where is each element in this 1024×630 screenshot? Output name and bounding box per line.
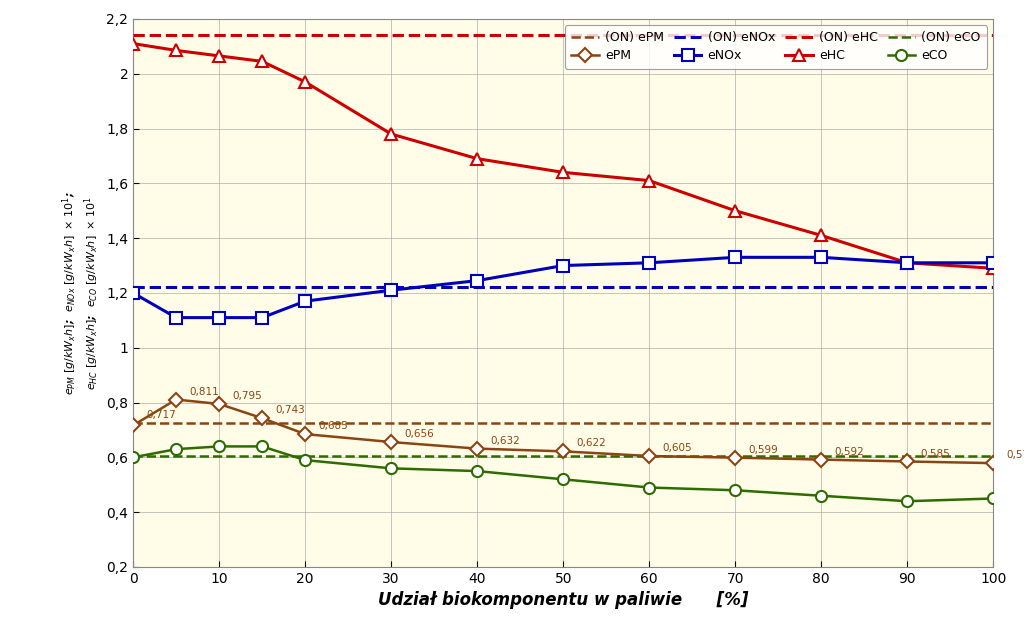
Text: 0,585: 0,585 <box>921 449 950 459</box>
Text: 0,717: 0,717 <box>146 411 176 420</box>
Text: 0,579: 0,579 <box>1007 450 1024 460</box>
Text: 0,656: 0,656 <box>404 429 434 439</box>
Text: 0,811: 0,811 <box>189 387 219 397</box>
Text: 0,632: 0,632 <box>490 436 520 445</box>
Text: 0,795: 0,795 <box>232 391 262 401</box>
Y-axis label: $e_{PM}\ \mathit{[g/kW_xh]}$;  $e_{NOx}\ \mathit{[g/kW_xh]}$$\ \times\,10^1$;
$e: $e_{PM}\ \mathit{[g/kW_xh]}$; $e_{NOx}\ … <box>60 191 100 395</box>
X-axis label: Udział biokomponentu w paliwie      [%]: Udział biokomponentu w paliwie [%] <box>378 592 749 609</box>
Text: 0,599: 0,599 <box>749 445 778 455</box>
Text: 0,622: 0,622 <box>577 438 606 449</box>
Text: 0,743: 0,743 <box>275 405 305 415</box>
Text: 0,605: 0,605 <box>663 443 692 453</box>
Legend: (ON) ePM, ePM, (ON) eNOx, eNOx, (ON) eHC, eHC, (ON) eCO, eCO: (ON) ePM, ePM, (ON) eNOx, eNOx, (ON) eHC… <box>565 25 987 69</box>
Text: 0,592: 0,592 <box>835 447 864 457</box>
Text: 0,685: 0,685 <box>318 421 348 431</box>
